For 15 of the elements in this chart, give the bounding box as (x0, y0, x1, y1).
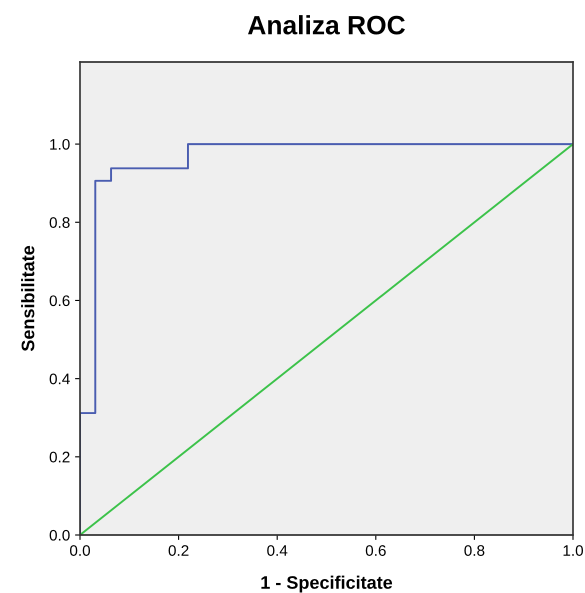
x-tick-label: 0.8 (464, 545, 484, 556)
y-tick-label: 0.4 (50, 374, 70, 384)
y-axis-title: Sensibilitate (21, 246, 34, 352)
y-tick-label: 1.0 (50, 138, 70, 150)
y-tick-label: 0.6 (50, 295, 70, 306)
x-tick-label: 0.6 (366, 545, 386, 556)
y-tick-label: 0.2 (50, 452, 70, 463)
x-axis-title: 1 - Specificitate (261, 576, 392, 592)
x-tick-label: 0.2 (168, 545, 188, 556)
chart-title: Analiza ROC (248, 15, 405, 34)
y-tick-label: 0.8 (50, 217, 70, 228)
x-tick-label: 0.0 (70, 545, 90, 556)
x-tick-label: 1.0 (564, 545, 584, 556)
y-tick-label: 0.0 (50, 530, 70, 541)
x-tick-label: 0.4 (267, 545, 288, 556)
